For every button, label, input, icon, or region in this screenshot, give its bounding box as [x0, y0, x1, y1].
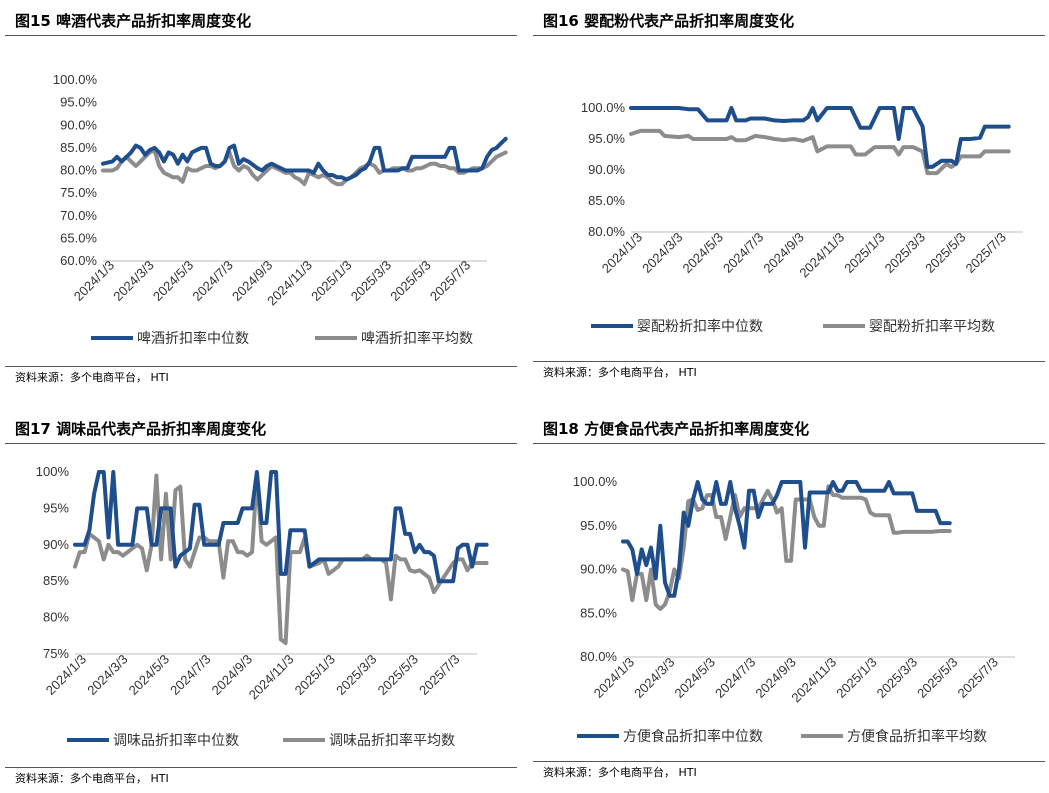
y-tick-label: 80.0%: [60, 163, 97, 178]
chart-infant-formula: 100.0%95.0%90.0%85.0%80.0%2024/1/32024/3…: [581, 100, 1023, 334]
x-tick-label: 2024/5/3: [672, 655, 718, 701]
x-tick-label: 2024/3/3: [631, 655, 677, 701]
y-tick-label: 90.0%: [588, 162, 625, 177]
y-tick-label: 90.0%: [580, 562, 617, 577]
x-tick-label: 2024/3/3: [639, 230, 685, 276]
x-tick-label: 2025/3/3: [333, 652, 379, 698]
series-line-mean: [621, 484, 952, 611]
x-tick-label: 2024/7/3: [167, 652, 213, 698]
y-tick-label: 70.0%: [60, 208, 97, 223]
y-tick-label: 60.0%: [60, 253, 97, 268]
x-tick-label: 2024/5/3: [150, 258, 196, 304]
y-tick-label: 75.0%: [60, 185, 97, 200]
y-tick-label: 85.0%: [60, 140, 97, 155]
x-tick-label: 2025/5/3: [914, 655, 960, 701]
chart-source: 资料来源：多个电商平台， HTI: [533, 761, 1045, 785]
y-tick-label: 75%: [43, 646, 69, 661]
chart-panel-instant-food: 图18 方便食品代表产品折扣率周度变化 100.0% 95.0% 90.0% 85.0…: [533, 416, 1045, 793]
x-tick-label: 2024/7/3: [720, 230, 766, 276]
series-line-mean: [629, 128, 1011, 176]
y-tick-label: 95.0%: [580, 518, 617, 533]
x-tick-label: 2025/1/3: [292, 652, 338, 698]
x-tick-label: 2025/5/3: [922, 230, 968, 276]
x-tick-label: 2025/5/3: [375, 652, 421, 698]
x-tick-label: 2025/5/3: [387, 258, 433, 304]
legend-label: 婴配粉折扣率平均数: [869, 318, 995, 334]
x-tick-label: 2024/11/3: [246, 652, 297, 703]
y-tick-label: 65.0%: [60, 230, 97, 245]
y-tick-label: 95%: [43, 500, 69, 515]
chart-title: 图16 婴配粉代表产品折扣率周度变化: [533, 8, 1045, 36]
x-tick-label: 2025/3/3: [348, 258, 394, 304]
y-tick-label: 85%: [43, 573, 69, 588]
x-tick-label: 2024/11/3: [788, 655, 839, 706]
x-tick-label: 2025/7/3: [955, 655, 1001, 701]
x-tick-label: 2025/7/3: [963, 230, 1009, 276]
series-line-mean: [101, 148, 508, 187]
y-tick-label: 80.0%: [588, 224, 625, 239]
x-tick-label: 2025/1/3: [308, 258, 354, 304]
series-line-median: [101, 136, 508, 182]
x-tick-label: 2024/11/3: [796, 230, 847, 281]
y-tick-label: 85.0%: [580, 605, 617, 620]
x-tick-label: 2025/1/3: [841, 230, 887, 276]
y-tick-label: 85.0%: [588, 193, 625, 208]
y-tick-label: 80%: [43, 610, 69, 625]
legend-label: 婴配粉折扣率中位数: [637, 318, 763, 334]
y-tick-label: 100.0%: [581, 100, 626, 115]
x-tick-label: 2024/7/3: [712, 655, 758, 701]
legend-label: 方便食品折扣率中位数: [623, 728, 763, 744]
x-tick-label: 2024/7/3: [189, 258, 235, 304]
x-tick-label: 2025/3/3: [882, 230, 928, 276]
series-line-median: [73, 470, 489, 584]
chart-beer: 100.0% 95.0% 90.0% 85.0% 80.0% 75.0% 70.0% 65.0…: [53, 72, 508, 346]
legend-label: 啤酒折扣率平均数: [361, 330, 473, 346]
series-line-median: [621, 480, 952, 598]
y-tick-label: 95.0%: [588, 131, 625, 146]
chart-source: 资料来源：多个电商平台， HTI: [533, 361, 1045, 385]
x-tick-label: 2024/3/3: [84, 652, 130, 698]
y-tick-label: 100.0%: [573, 474, 618, 489]
chart-title: 图18 方便食品代表产品折扣率周度变化: [533, 416, 1045, 444]
x-tick-label: 2024/5/3: [126, 652, 172, 698]
y-tick-label: 95.0%: [60, 95, 97, 110]
y-tick-label: 100.0%: [53, 72, 98, 87]
chart-seasoning: 100%95%90%85%80%75%2024/1/32024/3/32024/…: [36, 464, 489, 748]
x-tick-label: 2025/7/3: [427, 258, 473, 304]
chart-title: 图17 调味品代表产品折扣率周度变化: [5, 416, 517, 444]
chart-instant-food: 100.0%95.0%90.0%85.0%80.0%2024/1/32024/3…: [573, 474, 1015, 744]
legend-label: 方便食品折扣率平均数: [847, 728, 987, 744]
x-tick-label: 2025/1/3: [833, 655, 879, 701]
x-tick-label: 2024/3/3: [110, 258, 156, 304]
x-tick-label: 2024/5/3: [680, 230, 726, 276]
chart-panel-infant-formula: 图16 婴配粉代表产品折扣率周度变化 100.0% 95.0% 90.0% 85.0%…: [533, 8, 1045, 390]
chart-title: 图15 啤酒代表产品折扣率周度变化: [5, 8, 517, 36]
chart-panel-seasoning: 图17 调味品代表产品折扣率周度变化 100% 95% 90% 85% 80% 75% 20…: [5, 416, 517, 793]
y-tick-label: 90.0%: [60, 117, 97, 132]
series-line-median: [629, 106, 1011, 169]
y-tick-label: 80.0%: [580, 649, 617, 664]
chart-source: 资料来源：多个电商平台， HTI: [5, 767, 517, 791]
legend-label: 调味品折扣率中位数: [113, 732, 239, 748]
series-line-mean: [73, 473, 489, 646]
legend-label: 啤酒折扣率中位数: [137, 330, 249, 346]
y-tick-label: 90%: [43, 537, 69, 552]
x-tick-label: 2025/7/3: [416, 652, 462, 698]
x-tick-label: 2025/3/3: [874, 655, 920, 701]
y-tick-label: 100%: [36, 464, 70, 479]
chart-source: 资料来源：多个电商平台， HTI: [5, 366, 517, 390]
chart-panel-beer: 图15 啤酒代表产品折扣率周度变化 100.0% 95.0% 90.0% 85.0% 8…: [5, 8, 517, 390]
legend-label: 调味品折扣率平均数: [329, 732, 455, 748]
